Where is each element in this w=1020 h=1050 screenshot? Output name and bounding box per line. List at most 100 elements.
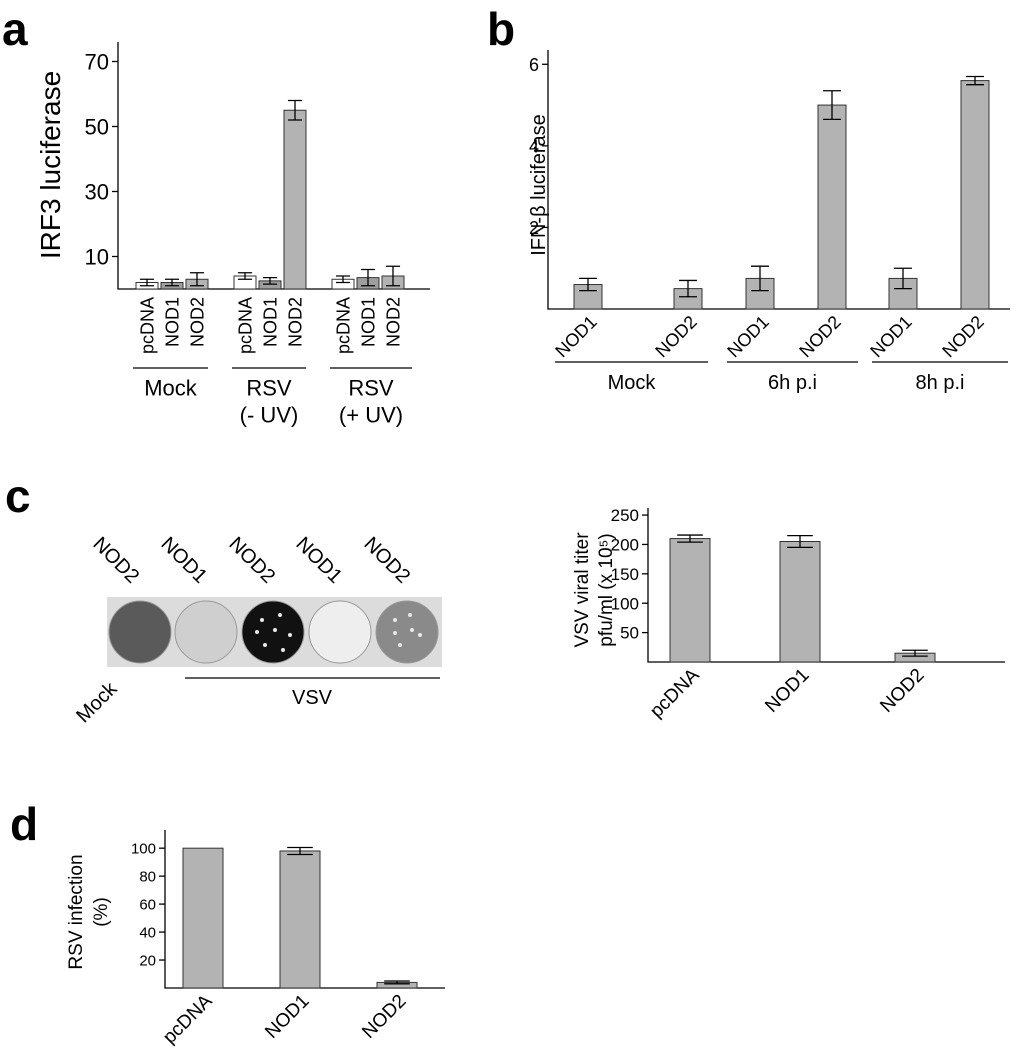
y-tick-label: 100 [131, 841, 156, 858]
bar [283, 109, 307, 290]
y-tick-label: 50 [85, 114, 109, 139]
y-axis-label: pfu/ml (x 10⁵) [596, 533, 617, 646]
x-tick-label: pcDNA [159, 990, 217, 1048]
x-tick-label: NOD1 [761, 665, 813, 717]
y-axis-label: IFN-β luciferase [528, 114, 550, 256]
y-tick-label: 20 [139, 952, 156, 969]
group-label: RSV [246, 376, 292, 401]
x-tick-label: pcDNA [333, 297, 353, 354]
error-bar [894, 267, 912, 290]
group-label: RSV [348, 376, 394, 401]
bar [745, 277, 775, 310]
group-label: Mock [608, 372, 657, 394]
group-label: (+ UV) [339, 403, 403, 428]
y-tick-label: 10 [85, 244, 109, 269]
y-tick-label: 80 [139, 869, 156, 886]
y-axis-label: RSV infection [66, 854, 87, 969]
error-bar [189, 272, 205, 287]
error-bar [579, 277, 597, 292]
x-tick-label: NOD2 [285, 297, 305, 347]
well-label: NOD1 [291, 533, 346, 588]
error-bar [335, 275, 351, 284]
y-axis-label: IRF3 luciferase [35, 71, 66, 259]
error-bar [164, 278, 180, 287]
y-tick-label: 200 [611, 536, 639, 555]
well-label: NOD2 [88, 533, 143, 588]
well [375, 600, 439, 664]
x-tick-label: NOD2 [876, 665, 928, 717]
error-bar [360, 268, 376, 287]
x-tick-label: NOD1 [358, 297, 378, 347]
well-label: NOD2 [224, 533, 279, 588]
error-bar [287, 99, 303, 121]
bar [960, 80, 990, 310]
bar [817, 104, 847, 310]
y-tick-label: 40 [139, 924, 156, 941]
x-tick-label: NOD1 [551, 312, 601, 362]
x-tick-label: NOD2 [383, 297, 403, 347]
group-label: Mock [144, 376, 198, 401]
panel-letter: c [5, 470, 31, 522]
bar [279, 850, 321, 989]
group-label: (- UV) [240, 403, 299, 428]
x-tick-label: NOD2 [938, 312, 988, 362]
bar [182, 847, 224, 989]
x-tick-label: pcDNA [646, 664, 704, 722]
y-tick-label: 4 [529, 136, 539, 156]
y-tick-label: 2 [529, 218, 539, 238]
panel-letter: b [487, 3, 515, 55]
x-tick-label: NOD1 [261, 991, 313, 1043]
axis [647, 508, 1005, 663]
x-tick-label: NOD1 [162, 297, 182, 347]
panel-letter: a [2, 3, 28, 55]
x-tick-label: NOD2 [795, 312, 845, 362]
error-bar [679, 279, 697, 298]
axis [547, 50, 1010, 310]
x-tick-label: pcDNA [137, 297, 157, 354]
y-tick-label: 30 [85, 179, 109, 204]
error-bar [384, 980, 410, 985]
error-bar [787, 534, 813, 549]
bar [669, 538, 711, 663]
well-label: NOD2 [359, 533, 414, 588]
well [308, 600, 372, 664]
error-bar [385, 265, 401, 287]
error-bar [751, 265, 769, 292]
group-label: 6h p.i [768, 372, 817, 394]
mock-label: Mock [72, 677, 122, 727]
error-bar [287, 846, 313, 856]
y-tick-label: 100 [611, 594, 639, 613]
bar [779, 541, 821, 663]
y-tick-label: 6 [529, 55, 539, 75]
well [241, 600, 305, 664]
x-tick-label: NOD2 [651, 312, 701, 362]
group-label: 8h p.i [916, 372, 965, 394]
well-label: NOD1 [156, 533, 211, 588]
error-bar [237, 272, 253, 280]
y-tick-label: 70 [85, 49, 109, 74]
axis [164, 830, 445, 989]
well [174, 600, 238, 664]
x-tick-label: pcDNA [235, 297, 255, 354]
y-tick-label: 60 [139, 897, 156, 914]
y-axis-label: VSV viral titer [572, 532, 593, 648]
y-tick-label: 50 [620, 624, 639, 643]
axis [117, 42, 430, 290]
x-tick-label: NOD1 [866, 312, 916, 362]
plaques [255, 613, 422, 652]
group-label: VSV [292, 687, 333, 709]
error-bar [966, 75, 984, 86]
x-tick-label: NOD1 [260, 297, 280, 347]
error-bar [902, 649, 928, 657]
panel-letter: d [10, 798, 38, 850]
x-tick-label: NOD2 [358, 991, 410, 1043]
error-bar [262, 276, 278, 285]
well [108, 600, 172, 664]
x-tick-label: NOD2 [187, 297, 207, 347]
y-axis-label: (%) [91, 897, 112, 927]
x-tick-label: NOD1 [723, 312, 773, 362]
error-bar [139, 278, 155, 287]
y-tick-label: 150 [611, 565, 639, 584]
y-tick-label: 250 [611, 506, 639, 525]
